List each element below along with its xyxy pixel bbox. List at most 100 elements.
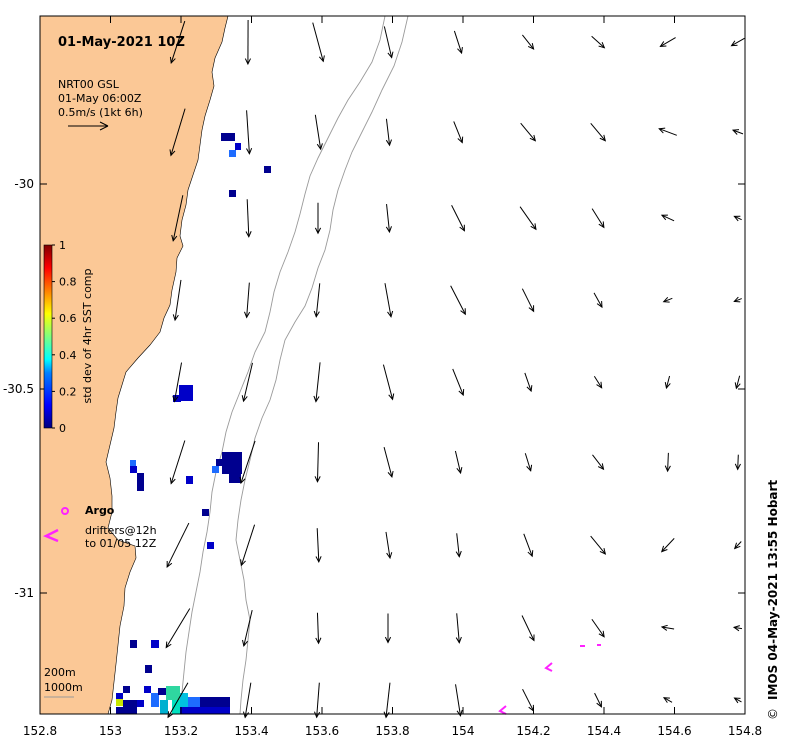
current-vector-arrow xyxy=(454,450,463,475)
current-vector-arrow xyxy=(169,20,186,65)
current-vector-arrow xyxy=(660,624,675,631)
current-vector-arrow xyxy=(313,283,321,318)
current-vector-arrow xyxy=(733,296,742,303)
current-vector-arrow xyxy=(662,697,673,703)
current-vector-arrow xyxy=(385,118,392,147)
current-vector-arrow xyxy=(314,442,321,483)
colorbar-tick-label: 1 xyxy=(59,239,66,252)
current-vector-arrow xyxy=(521,615,535,642)
current-vector-arrow xyxy=(315,528,322,563)
current-vector-arrow xyxy=(594,692,602,708)
current-vector-arrow xyxy=(591,35,606,49)
current-vector-arrow xyxy=(169,108,186,157)
current-vector-arrow xyxy=(664,452,671,473)
current-vectors xyxy=(165,20,745,719)
copyright-icon: © xyxy=(766,708,780,720)
colorbar-tick-label: 0 xyxy=(59,422,66,435)
current-vector-arrow xyxy=(385,203,392,234)
argo-label: Argo xyxy=(85,504,115,517)
current-vector-arrow xyxy=(382,364,395,401)
current-vector-arrow xyxy=(733,215,742,222)
current-vector-arrow xyxy=(244,282,251,319)
legend-model: NRT00 GSL xyxy=(58,78,120,91)
current-vector-arrow xyxy=(169,440,186,485)
current-vector-arrow xyxy=(734,375,741,390)
current-vector-arrow xyxy=(384,283,394,318)
current-vector-arrow xyxy=(172,362,183,403)
colorbar-tick-label: 0.4 xyxy=(59,349,77,362)
x-tick-label: 153.6 xyxy=(305,724,339,738)
current-vector-arrow xyxy=(660,538,675,553)
current-vector-arrow xyxy=(455,684,463,717)
current-vector-arrow xyxy=(659,37,676,47)
current-vector-arrow xyxy=(519,206,537,231)
y-tick-label: -30.5 xyxy=(3,382,34,396)
current-vector-arrow xyxy=(522,34,535,50)
colorbar-tick-label: 0.6 xyxy=(59,312,77,325)
drifter-marker-icon xyxy=(42,528,59,543)
current-vector-arrow xyxy=(734,454,741,471)
current-vector-arrow xyxy=(167,682,189,719)
isobath-1000m xyxy=(235,15,409,715)
argo-marker-icon xyxy=(61,507,69,515)
x-tick-label: 154 xyxy=(452,724,475,738)
drifters-period: to 01/05 12Z xyxy=(85,537,157,550)
current-vector-arrow xyxy=(731,129,744,135)
current-vector-arrow xyxy=(245,199,252,238)
isobath-200m xyxy=(179,15,386,715)
current-vector-arrow xyxy=(732,625,743,632)
current-vector-arrow xyxy=(314,202,322,235)
map-title: 01-May-2021 10Z xyxy=(58,35,185,50)
current-vector-arrow xyxy=(591,618,605,638)
current-vector-arrow xyxy=(165,608,191,649)
current-vector-arrow xyxy=(241,362,253,403)
current-vector-arrow xyxy=(455,533,462,558)
x-tick-label: 152.8 xyxy=(23,724,57,738)
y-axis: -30 -30.5 -31 xyxy=(3,177,745,600)
colorbar-tick-label: 0.8 xyxy=(59,276,77,289)
drifter-tracks xyxy=(498,644,601,715)
y-tick-label: -30 xyxy=(14,177,34,191)
current-vector-arrow xyxy=(730,37,745,47)
current-vector-arrow xyxy=(385,531,393,560)
current-vector-arrow xyxy=(660,214,675,222)
current-vector-arrow xyxy=(590,535,607,555)
current-vector-arrow xyxy=(246,110,253,155)
current-vector-arrow xyxy=(240,524,256,567)
current-vector-arrow xyxy=(523,533,534,558)
current-vector-arrow xyxy=(455,613,462,644)
current-vector-arrow xyxy=(384,613,392,644)
current-vector-arrow xyxy=(524,372,533,393)
current-vector-arrow xyxy=(451,205,465,232)
colorbar-tick-label: 0.2 xyxy=(59,385,77,398)
current-vector-arrow xyxy=(593,375,603,389)
current-vector-arrow xyxy=(591,208,605,229)
current-vector-arrow xyxy=(171,195,184,242)
current-vector-arrow xyxy=(521,288,535,313)
current-vector-arrow xyxy=(166,522,190,568)
current-vector-arrow xyxy=(450,285,466,316)
colorbar xyxy=(43,244,53,429)
current-vector-arrow xyxy=(658,127,677,136)
coastline-land xyxy=(39,15,229,715)
colorbar-ticks: 0 0.2 0.4 0.6 0.8 1 xyxy=(52,239,77,435)
current-vector-arrow xyxy=(383,26,394,59)
x-tick-label: 154.4 xyxy=(587,724,621,738)
x-tick-label: 153 xyxy=(99,724,122,738)
current-vector-arrow xyxy=(453,121,464,144)
x-tick-label: 154.2 xyxy=(516,724,550,738)
legend-scale: 0.5m/s (1kt 6h) xyxy=(58,106,143,119)
current-vector-arrow xyxy=(313,362,321,403)
current-vector-arrow xyxy=(314,114,323,151)
x-tick-label: 153.4 xyxy=(234,724,268,738)
sst-pixels xyxy=(116,133,271,714)
x-tick-label: 154.8 xyxy=(728,724,762,738)
y-tick-label: -31 xyxy=(14,586,34,600)
current-vector-arrow xyxy=(733,541,742,550)
current-vector-arrow xyxy=(590,122,607,142)
current-vector-arrow xyxy=(244,20,251,66)
current-vector-arrow xyxy=(383,446,394,479)
current-vector-arrow xyxy=(733,697,742,704)
current-vector-arrow xyxy=(524,453,533,472)
